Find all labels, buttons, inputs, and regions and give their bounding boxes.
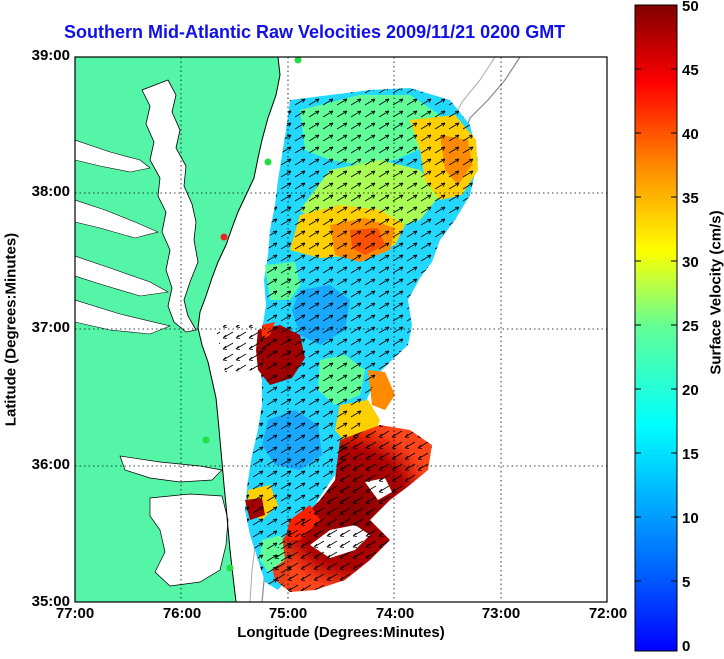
river-estuary <box>75 199 159 239</box>
colorbar-tick-label: 5 <box>682 574 691 591</box>
chesapeake-bay <box>141 79 199 333</box>
y-tick-label: 39:00 <box>31 47 70 64</box>
x-tick-label: 77:00 <box>55 605 95 622</box>
colorbar-tick-label: 15 <box>682 446 699 463</box>
colorbar <box>634 4 678 652</box>
radar-site-marker <box>226 564 234 572</box>
y-tick-label: 36:00 <box>31 456 70 473</box>
velocity-field <box>215 88 478 592</box>
colorbar-tick-label: 45 <box>682 62 699 79</box>
albemarle-sound <box>119 455 223 483</box>
y-tick-label: 37:00 <box>31 319 70 336</box>
y-tick-label: 35:00 <box>31 593 70 610</box>
x-axis-label: Longitude (Degrees:Minutes) <box>237 624 445 641</box>
colorbar-ticks <box>635 68 677 582</box>
radar-site-marker <box>220 233 228 241</box>
radar-site-marker <box>294 57 302 64</box>
river-estuary <box>75 255 169 297</box>
river-estuary <box>75 299 171 335</box>
colorbar-tick-label: 25 <box>682 318 699 335</box>
river-estuary <box>75 139 151 173</box>
colorbar-tick-label: 20 <box>682 382 699 399</box>
colorbar-tick-label: 40 <box>682 126 699 143</box>
plot-frame <box>74 56 608 603</box>
pamlico-sound <box>149 493 229 587</box>
y-tick-label: 38:00 <box>31 183 70 200</box>
coastline <box>197 57 281 602</box>
colorbar-tick-label: 50 <box>682 0 699 15</box>
map-title: Southern Mid-Atlantic Raw Velocities 200… <box>64 22 566 42</box>
colorbar-tick-label: 35 <box>682 190 699 207</box>
x-tick-label: 73:00 <box>481 605 521 622</box>
colorbar-tick-label: 10 <box>682 510 699 527</box>
y-axis-label: Latitude (Degrees:Minutes) <box>2 232 20 427</box>
x-tick-label: 75:00 <box>268 605 308 622</box>
x-tick-label: 76:00 <box>162 605 202 622</box>
radar-site-marker <box>202 436 210 444</box>
grid-lines <box>75 57 607 602</box>
x-tick-label: 74:00 <box>375 605 415 622</box>
x-tick-label: 72:00 <box>588 605 628 622</box>
radar-site-marker <box>264 158 272 166</box>
colorbar-tick-label: 0 <box>682 638 691 655</box>
colorbar-label: Surface Velocity (cm/s) <box>707 210 724 375</box>
colorbar-tick-label: 30 <box>682 254 699 271</box>
